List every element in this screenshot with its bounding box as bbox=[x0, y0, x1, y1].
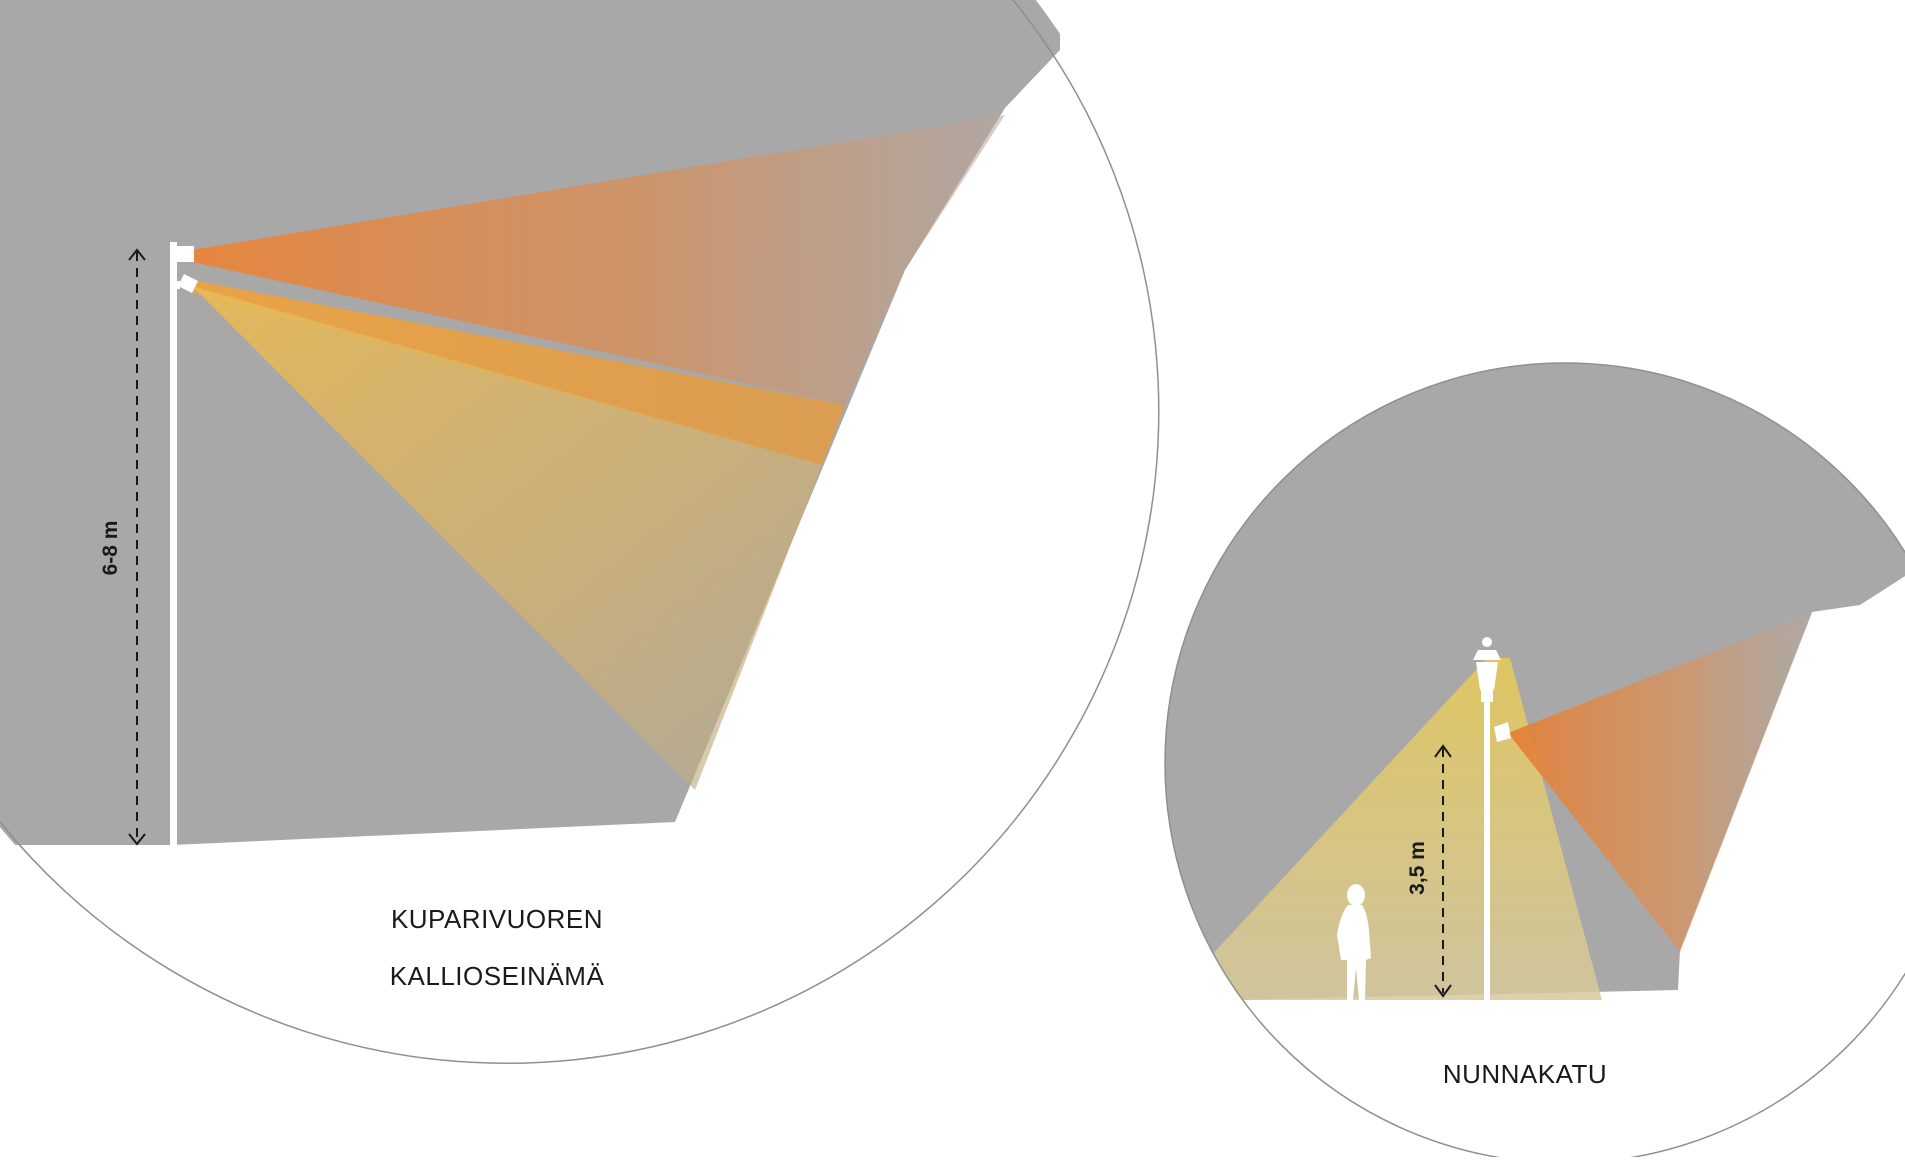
person-silhouette-icon bbox=[1337, 884, 1371, 1000]
cliff-view-outline bbox=[0, 0, 1160, 1064]
floodlight-icon bbox=[1494, 722, 1511, 742]
cliff-height-label: 6-8 m bbox=[99, 521, 122, 576]
cliff-title-line1: KUPARIVUOREN bbox=[391, 904, 603, 934]
cliff-view: 6-8 m KUPARIVUOREN KALLIOSEINÄMÄ bbox=[0, 0, 1160, 1064]
cliff-title-line2: KALLIOSEINÄMÄ bbox=[390, 961, 605, 991]
double-arrow-icon bbox=[128, 248, 146, 846]
street-height-label: 3,5 m bbox=[1406, 841, 1429, 895]
street-view-outline bbox=[1164, 362, 1905, 1162]
street-scene bbox=[1165, 363, 1905, 1162]
cliff-scene bbox=[0, 0, 1060, 846]
middle-light-beam bbox=[192, 280, 845, 465]
floodlight-icon bbox=[173, 246, 198, 293]
lantern-icon bbox=[1473, 637, 1501, 702]
street-pole bbox=[1484, 700, 1490, 1000]
street-view: 3,5 m NUNNAKATU bbox=[1164, 362, 1905, 1162]
pole-icon bbox=[170, 242, 177, 846]
street-title: NUNNAKATU bbox=[1443, 1059, 1607, 1089]
street-floodlight-beam bbox=[1508, 613, 1812, 952]
lantern-light-beam bbox=[1170, 658, 1602, 1000]
double-arrow-icon bbox=[1434, 744, 1452, 998]
upper-light-beam bbox=[192, 115, 1005, 405]
lower-light-beam bbox=[192, 286, 822, 790]
